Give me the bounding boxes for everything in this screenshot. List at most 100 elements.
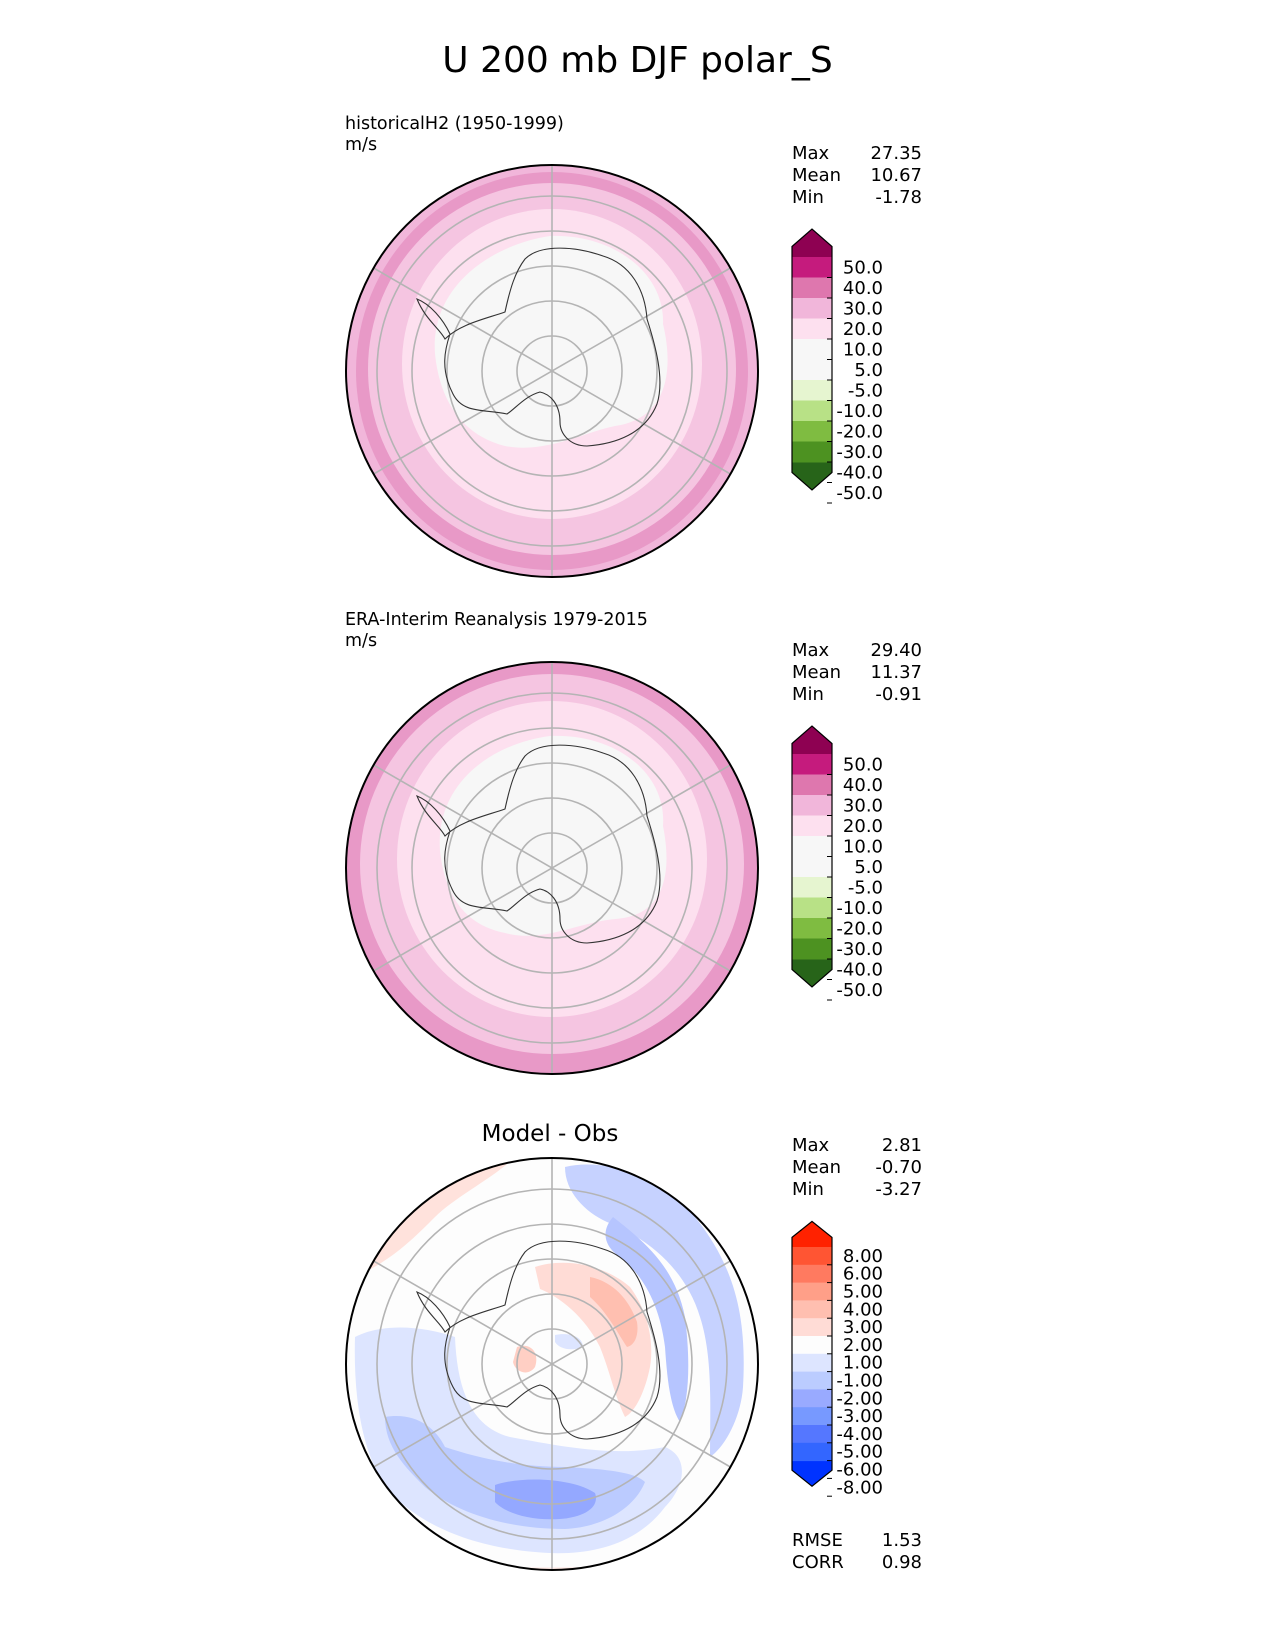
colorbar-tick-label: 30.0: [843, 795, 883, 816]
panel-1-units-label: m/s: [345, 135, 378, 155]
stat-mean-value: 11.37: [870, 662, 922, 683]
colorbar-extension-bottom: [792, 959, 832, 987]
colorbar-outline: [791, 725, 833, 988]
colorbar-tick-label: 5.0: [854, 857, 883, 878]
colorbar-band: [792, 938, 832, 960]
colorbar-tick-label: -8.00: [836, 1477, 883, 1498]
colorbar-tick-label: -50.0: [836, 980, 883, 1001]
panel-2-label: ERA-Interim Reanalysis 1979-2015 m/s: [345, 610, 648, 652]
stat-max-value: 2.81: [881, 1135, 922, 1156]
colorbar-tick-label: -5.0: [848, 380, 883, 401]
panel-2-units-label: m/s: [345, 631, 378, 651]
colorbar-tick-label: -5.00: [836, 1442, 883, 1463]
colorbar-band: [792, 441, 832, 463]
stat-max-value: 29.40: [870, 640, 922, 661]
colorbar-band: [792, 421, 832, 442]
colorbar-band: [792, 359, 832, 381]
colorbar-band: [792, 1247, 832, 1266]
colorbar-band: [792, 1336, 832, 1355]
colorbar-tick-label: -2.00: [836, 1388, 883, 1409]
panel-3-metrics: RMSE 1.53 CORR 0.98: [792, 1530, 922, 1574]
panel-3-title: Model - Obs: [481, 1121, 619, 1147]
panel-1-colorbar: 50.040.030.020.010.05.0-5.0-10.0-20.0-30…: [791, 228, 883, 504]
colorbar-band: [792, 1389, 832, 1408]
panel-1-label: historicalH2 (1950-1999) m/s: [345, 114, 564, 156]
colorbar-tick-label: 2.00: [843, 1335, 883, 1356]
colorbar-tick-label: -40.0: [836, 959, 883, 980]
colorbar-tick-label: -1.00: [836, 1371, 883, 1392]
panel-3-stats: Max 2.81 Mean -0.70 Min -3.27: [792, 1135, 922, 1201]
colorbar-tick-label: -5.0: [848, 877, 883, 898]
colorbar-tick-label: -3.00: [836, 1406, 883, 1427]
stat-max-value: 27.35: [870, 143, 922, 164]
colorbar-band: [792, 774, 832, 796]
colorbar-extension-top: [792, 1221, 832, 1247]
colorbar-band: [792, 339, 832, 360]
stat-mean-label: Mean: [792, 165, 842, 186]
colorbar-extension-bottom: [792, 462, 832, 490]
stat-min-label: Min: [792, 1179, 824, 1200]
corr-label: CORR: [792, 1552, 844, 1573]
colorbar-tick-label: -6.00: [836, 1460, 883, 1481]
colorbar-outline: [791, 1220, 833, 1487]
colorbar-band: [792, 815, 832, 837]
figure-title: U 200 mb DJF polar_S: [442, 40, 833, 81]
colorbar-band: [792, 1407, 832, 1426]
stat-mean-value: 10.67: [870, 165, 922, 186]
colorbar-tick-label: 6.00: [843, 1264, 883, 1285]
colorbar-tick-label: 40.0: [843, 278, 883, 299]
colorbar-tick-label: -10.0: [836, 898, 883, 919]
colorbar-band: [792, 877, 832, 898]
stat-max-label: Max: [792, 1135, 830, 1156]
colorbar-band: [792, 856, 832, 878]
colorbar-band: [792, 1300, 832, 1319]
colorbar-tick-label: 20.0: [843, 319, 883, 340]
colorbar-extension-bottom: [792, 1460, 832, 1487]
colorbar-band: [792, 380, 832, 401]
panel-3-colorbar: 8.006.005.004.003.002.001.00-1.00-2.00-3…: [791, 1220, 883, 1498]
corr-value: 0.98: [881, 1552, 922, 1573]
colorbar-band: [792, 257, 832, 278]
colorbar-tick-label: 5.00: [843, 1282, 883, 1303]
colorbar-band: [792, 1282, 832, 1301]
colorbar-tick-label: -30.0: [836, 442, 883, 463]
panel-2-colorbar: 50.040.030.020.010.05.0-5.0-10.0-20.0-30…: [791, 725, 883, 1001]
colorbar-tick-label: 10.0: [843, 836, 883, 857]
colorbar-tick-label: -40.0: [836, 462, 883, 483]
panel-3-map: [345, 1157, 759, 1571]
colorbar-tick-label: -30.0: [836, 939, 883, 960]
colorbar-tick-label: 50.0: [843, 257, 883, 278]
colorbar-band: [792, 918, 832, 939]
colorbar-tick-label: 40.0: [843, 775, 883, 796]
colorbar-tick-label: 50.0: [843, 754, 883, 775]
colorbar-tick-label: 8.00: [843, 1246, 883, 1267]
colorbar-band: [792, 1425, 832, 1444]
stat-min-value: -1.78: [875, 187, 922, 208]
colorbar-tick-label: -20.0: [836, 421, 883, 442]
colorbar-extension-top: [792, 726, 832, 754]
colorbar-band: [792, 318, 832, 340]
panel-1-stats: Max 27.35 Mean 10.67 Min -1.78: [792, 143, 922, 209]
colorbar-band: [792, 1264, 832, 1284]
rmse-label: RMSE: [792, 1530, 843, 1551]
colorbar-tick-label: -10.0: [836, 401, 883, 422]
colorbar-band: [792, 836, 832, 857]
colorbar-tick-label: -4.00: [836, 1424, 883, 1445]
stat-mean-label: Mean: [792, 1157, 842, 1178]
colorbar-band: [792, 298, 832, 319]
panel-2-stats: Max 29.40 Mean 11.37 Min -0.91: [792, 640, 922, 706]
colorbar-band: [792, 1353, 832, 1373]
panel-2-map: [345, 661, 759, 1075]
colorbar-tick-label: -20.0: [836, 918, 883, 939]
colorbar-band: [792, 795, 832, 816]
colorbar-tick-label: 3.00: [843, 1317, 883, 1338]
colorbar-tick-label: 30.0: [843, 298, 883, 319]
stat-min-value: -3.27: [875, 1179, 922, 1200]
panel-1-map: [345, 164, 759, 578]
colorbar-tick-label: 5.0: [854, 360, 883, 381]
stat-min-value: -0.91: [875, 684, 922, 705]
colorbar-tick-label: 10.0: [843, 339, 883, 360]
colorbar-outline: [791, 228, 833, 491]
colorbar-band: [792, 1318, 832, 1337]
colorbar-tick-label: 20.0: [843, 816, 883, 837]
